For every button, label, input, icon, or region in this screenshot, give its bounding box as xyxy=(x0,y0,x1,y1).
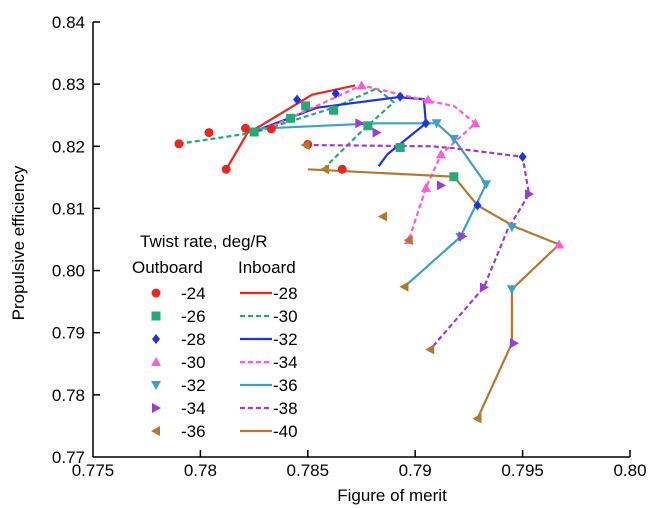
y-tick-label: 0.83 xyxy=(52,75,85,94)
legend-marker-outboard-30 xyxy=(151,357,161,366)
data-point-triangle-right xyxy=(525,189,535,200)
data-point-square xyxy=(329,105,339,115)
data-point-triangle-down xyxy=(481,180,492,190)
legend-label-outboard: -32 xyxy=(181,376,206,395)
legend-header-inboard: Inboard xyxy=(238,258,296,277)
data-point-triangle-left xyxy=(399,281,409,292)
legend-label-outboard: -34 xyxy=(181,399,206,418)
data-point-triangle-right xyxy=(479,282,489,293)
legend: Twist rate, deg/R Outboard Inboard -24 -28 -2… xyxy=(132,232,298,441)
data-point-triangle-right xyxy=(372,127,382,138)
data-point-square xyxy=(363,121,373,131)
legend-label-inboard: -28 xyxy=(273,284,298,303)
y-tick-label: 0.77 xyxy=(52,448,85,467)
data-point-diamond xyxy=(473,200,482,211)
data-point-square xyxy=(395,143,405,153)
legend-marker-outboard-32 xyxy=(151,381,161,390)
y-tick-label: 0.78 xyxy=(52,386,85,405)
data-point-triangle-down xyxy=(448,134,459,144)
y-tick-label: 0.82 xyxy=(52,137,85,156)
data-point-triangle-left xyxy=(319,164,329,175)
legend-label-inboard: -34 xyxy=(273,353,298,372)
y-tick-label: 0.80 xyxy=(52,262,85,281)
data-point-circle xyxy=(204,128,214,138)
series-layer xyxy=(178,84,561,419)
legend-marker-outboard-26 xyxy=(151,311,161,321)
y-tick-label: 0.84 xyxy=(52,13,85,32)
data-point-triangle-left xyxy=(300,140,310,151)
data-point-triangle-up xyxy=(420,182,431,192)
series-line-inboard-34 xyxy=(264,84,477,241)
series-line-inboard-40 xyxy=(307,168,561,419)
y-tick-label: 0.79 xyxy=(52,324,85,343)
data-point-triangle-down xyxy=(506,285,517,295)
legend-label-inboard: -32 xyxy=(273,330,298,349)
x-tick-label: 0.775 xyxy=(72,461,115,480)
data-point-square xyxy=(301,101,311,111)
legend-label-inboard: -40 xyxy=(273,422,298,441)
data-point-triangle-down xyxy=(506,223,517,233)
data-point-square xyxy=(286,113,296,123)
data-point-triangle-right xyxy=(436,180,446,191)
legend-label-outboard: -28 xyxy=(181,330,206,349)
legend-title: Twist rate, deg/R xyxy=(140,232,268,251)
legend-label-inboard: -36 xyxy=(273,376,298,395)
legend-marker-outboard-36 xyxy=(151,426,160,436)
marker-layer xyxy=(174,80,565,424)
data-point-diamond xyxy=(396,91,405,102)
x-tick-label: 0.785 xyxy=(287,461,330,480)
legend-label-inboard: -30 xyxy=(273,307,298,326)
y-tick-label: 0.81 xyxy=(52,199,85,218)
data-point-square xyxy=(249,127,259,137)
data-point-triangle-up xyxy=(554,239,565,249)
data-point-triangle-up xyxy=(423,94,434,104)
data-point-triangle-up xyxy=(435,149,446,159)
legend-label-outboard: -26 xyxy=(181,307,206,326)
data-point-triangle-down xyxy=(431,119,442,129)
data-point-triangle-up xyxy=(470,118,481,128)
series-line-inboard-38 xyxy=(305,143,531,351)
data-point-triangle-right xyxy=(355,118,365,129)
data-point-square xyxy=(449,172,459,182)
data-point-triangle-left xyxy=(403,235,413,246)
label-layer: Figure of merit Propulsive efficiency xyxy=(9,165,447,505)
legend-label-outboard: -30 xyxy=(181,353,206,372)
series-line-inboard-28 xyxy=(225,84,356,170)
data-point-circle xyxy=(337,164,347,174)
x-tick-label: 0.78 xyxy=(184,461,217,480)
data-point-diamond xyxy=(331,88,340,99)
x-tick-label: 0.79 xyxy=(399,461,432,480)
data-point-circle xyxy=(241,123,251,133)
x-axis-label: Figure of merit xyxy=(337,486,447,505)
data-point-diamond xyxy=(421,118,430,129)
legend-marker-outboard-28 xyxy=(152,334,160,344)
legend-label-outboard: -36 xyxy=(181,422,206,441)
data-point-triangle-up xyxy=(356,80,367,90)
axes-layer: 0.775 0.78 0.785 0.79 0.795 0.80 0.77 0.78 0.79 0… xyxy=(52,13,647,480)
data-point-triangle-left xyxy=(472,413,482,424)
x-tick-label: 0.795 xyxy=(501,461,544,480)
x-tick-label: 0.80 xyxy=(613,461,646,480)
legend-label-inboard: -38 xyxy=(273,399,298,418)
legend-marker-outboard-24 xyxy=(151,288,161,298)
legend-marker-outboard-34 xyxy=(152,403,161,413)
data-point-circle xyxy=(266,124,276,134)
data-point-circle xyxy=(221,164,231,174)
data-point-triangle-left xyxy=(425,344,435,355)
data-point-triangle-right xyxy=(458,231,468,242)
data-point-diamond xyxy=(518,151,527,162)
data-point-diamond xyxy=(293,94,302,105)
data-point-triangle-right xyxy=(510,338,520,349)
y-axis-label: Propulsive efficiency xyxy=(9,165,28,320)
data-point-triangle-left xyxy=(377,211,387,222)
legend-label-outboard: -24 xyxy=(181,284,206,303)
series-line-inboard-32 xyxy=(255,96,427,167)
data-point-circle xyxy=(174,139,184,149)
legend-header-outboard: Outboard xyxy=(132,258,203,277)
